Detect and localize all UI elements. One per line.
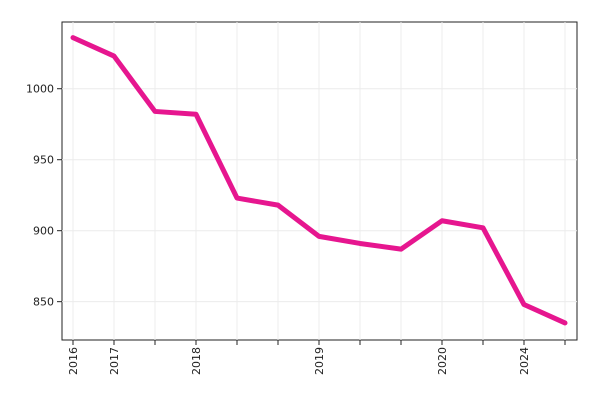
x-tick-label: 2016: [67, 347, 80, 375]
x-tick-label: 2020: [436, 347, 449, 375]
y-tick-label: 950: [33, 154, 54, 167]
y-tick-label: 1000: [26, 83, 54, 96]
x-tick-label: 2024: [518, 347, 531, 375]
y-tick-label: 850: [33, 296, 54, 309]
x-tick-label: 2019: [313, 347, 326, 375]
x-tick-label: 2018: [190, 347, 203, 375]
line: [70, 35, 568, 326]
y-tick-label: 900: [33, 225, 54, 238]
x-tick-label: 2017: [108, 347, 121, 375]
